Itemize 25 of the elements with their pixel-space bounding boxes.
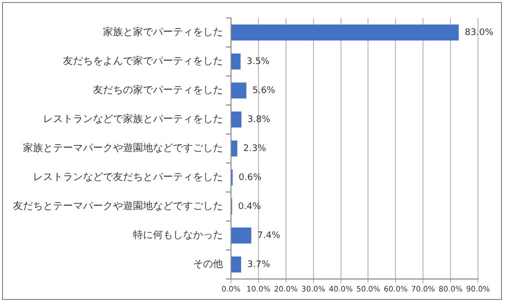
data-label: 7.4% [257, 230, 281, 241]
bar [232, 256, 242, 272]
y-tick-label: 友だちをよんで家でパーティをした [63, 55, 223, 68]
bar [232, 82, 246, 98]
data-label: 5.6% [252, 86, 276, 96]
data-label: 0.4% [238, 202, 262, 212]
y-tick-label: その他 [193, 258, 223, 270]
data-label: 83.0% [464, 28, 494, 38]
data-label: 3.5% [246, 56, 270, 67]
y-tick-label: レストランなどで家族とパーティをした [43, 113, 223, 126]
bar [232, 228, 252, 244]
y-tick-label: 家族と家でパーティをした [103, 26, 223, 38]
y-tick-label: 友だちとテーマパークや遊園地などですごした [13, 200, 223, 212]
bar [232, 24, 459, 40]
bar [232, 140, 238, 156]
data-label: 3.8% [247, 114, 271, 125]
bar [232, 54, 241, 70]
data-label: 0.6% [238, 172, 262, 183]
bar [232, 112, 242, 128]
y-tick-label: 特に何もしなかった [133, 229, 223, 242]
data-label: 2.3% [243, 144, 267, 154]
y-tick-label: 家族とテーマパークや遊園地などですごした [23, 142, 223, 154]
y-tick-label: 友だちの家でパーティをした [93, 84, 223, 96]
y-tick-label: レストランなどで友だちとパーティをした [33, 172, 223, 184]
data-label: 3.7% [247, 260, 270, 270]
